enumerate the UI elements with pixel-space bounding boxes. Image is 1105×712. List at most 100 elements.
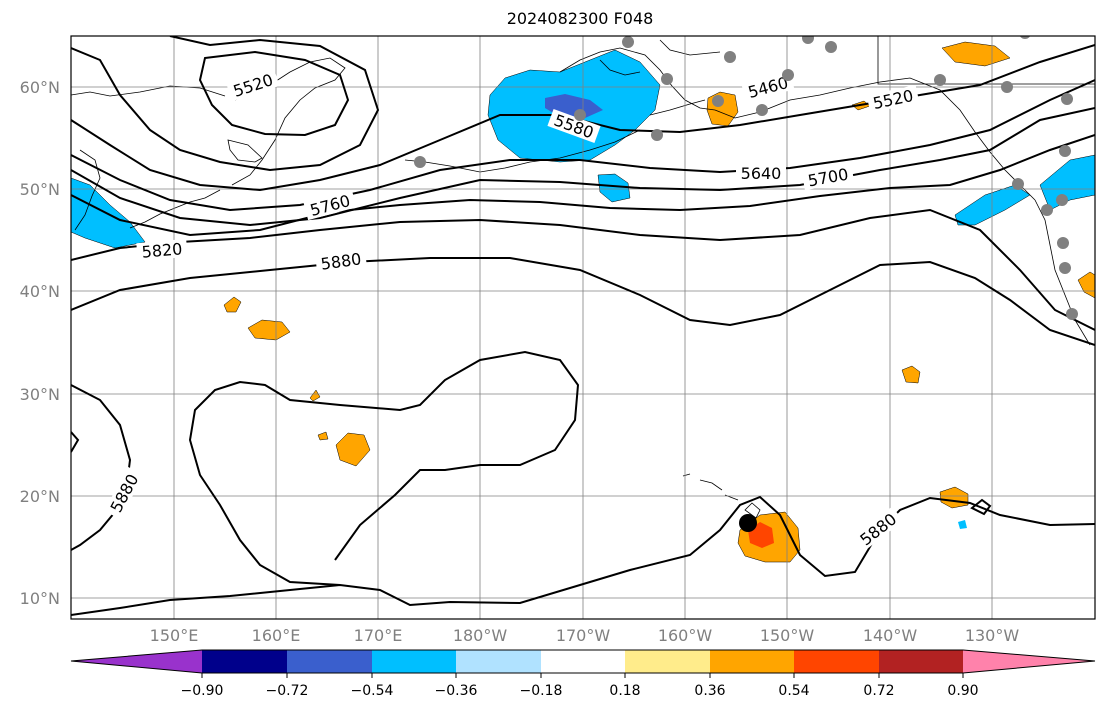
lon-label-160e: 160°E — [252, 626, 301, 645]
map-title: 2024082300 F048 — [506, 9, 654, 28]
coast-kuril — [129, 189, 221, 229]
blue-region-gulf — [954, 184, 1031, 226]
station-dot — [1019, 36, 1031, 39]
lon-label-130w: 130°W — [965, 626, 1020, 645]
lat-label-30n: 30°N — [20, 385, 60, 404]
colorbar-segment — [456, 650, 541, 673]
coast-alaska-west — [559, 47, 716, 111]
station-dot — [1001, 81, 1013, 93]
map-frame — [70, 35, 1096, 620]
coast-siberia — [71, 85, 226, 97]
orange-region-f — [901, 365, 921, 384]
contour-5700 — [71, 107, 1095, 227]
colorbar-tick-label: 0.90 — [947, 683, 978, 699]
station-dot — [1056, 194, 1068, 206]
stations — [414, 36, 1078, 320]
colorbar-segment — [287, 650, 372, 673]
station-dot — [1066, 308, 1078, 320]
coast-peninsula — [649, 99, 706, 116]
coast-japan — [74, 149, 101, 231]
colorbar-segment — [372, 650, 456, 673]
coast-aleutians — [404, 129, 641, 173]
station-dot — [651, 129, 663, 141]
orange-region-b — [941, 41, 1011, 67]
orange-region-d — [335, 432, 371, 467]
orange-region-k — [317, 431, 329, 441]
lon-label-180w: 180°W — [453, 626, 508, 645]
station-dot — [934, 74, 946, 86]
station-dot — [414, 156, 426, 168]
lat-label-60n: 60°N — [20, 78, 60, 97]
station-dot — [661, 73, 673, 85]
station-dot — [712, 95, 724, 107]
contour-5820 — [71, 208, 1095, 331]
station-dot — [782, 69, 794, 81]
lon-label-150e: 150°E — [150, 626, 199, 645]
colorbar-min-arrow — [71, 650, 202, 673]
coast-okhotsk — [227, 139, 263, 163]
colorbar-segment — [710, 650, 794, 673]
lat-label-40n: 40°N — [20, 282, 60, 301]
blue-region-aleutian — [597, 173, 631, 203]
storm-center-marker — [739, 514, 757, 532]
station-dot — [724, 51, 736, 63]
coastlines — [71, 36, 1095, 519]
colorbar-tick-label: 0.72 — [863, 683, 894, 699]
coast-alaska-inland — [599, 39, 721, 76]
colorbar-tick-label: −0.72 — [266, 683, 309, 699]
coast-bc-border — [877, 36, 1095, 85]
colorbar-tick-label: 0.18 — [609, 683, 640, 699]
colorbar-tick-label: −0.18 — [520, 683, 563, 699]
latitude-labels: 60°N 50°N 40°N 30°N 20°N 10°N — [20, 78, 60, 608]
contour-5520-low — [198, 50, 350, 137]
contour-small-loop — [970, 498, 992, 516]
blue-region-small — [958, 520, 967, 529]
coast-alaska-south — [714, 77, 1036, 201]
colorbar-tick-label: −0.90 — [181, 683, 224, 699]
height-contours — [71, 36, 1095, 616]
station-dot — [1059, 262, 1071, 274]
station-dot — [756, 104, 768, 116]
colorbar-segment — [202, 650, 287, 673]
colorbar-segment — [879, 650, 963, 673]
station-dot — [1059, 145, 1071, 157]
station-dot — [1057, 237, 1069, 249]
colorbar-max-arrow — [963, 650, 1095, 673]
lon-label-170w: 170°W — [556, 626, 611, 645]
colorbar: −0.90 −0.72 −0.54 −0.36 −0.18 0.18 0.36 … — [70, 649, 1096, 699]
contour-5880-south — [71, 495, 1095, 616]
station-dot — [622, 36, 634, 48]
orange-region-j — [309, 389, 321, 402]
lon-label-150w: 150°W — [760, 626, 815, 645]
longitude-labels: 150°E 160°E 170°E 180°W 170°W 160°W 150°… — [150, 626, 1020, 645]
contour-west-small — [71, 431, 80, 453]
lat-label-10n: 10°N — [20, 589, 60, 608]
contour-label-5820: 5820 — [141, 239, 183, 261]
colorbar-tick-label: −0.36 — [435, 683, 478, 699]
orange-region-g — [223, 296, 242, 313]
lon-label-140w: 140°W — [863, 626, 918, 645]
orange-region-h — [1077, 271, 1095, 299]
station-dot — [1012, 178, 1024, 190]
lon-label-160w: 160°W — [658, 626, 713, 645]
colorbar-tick-label: −0.54 — [351, 683, 394, 699]
colorbar-segment — [541, 650, 625, 673]
lat-label-50n: 50°N — [20, 180, 60, 199]
colorbar-tick-label: 0.54 — [778, 683, 809, 699]
colorbar-tick-label: 0.36 — [694, 683, 725, 699]
contour-5760 — [71, 134, 1095, 237]
contour-label-5640: 5640 — [741, 164, 782, 183]
station-dot — [825, 41, 837, 53]
station-dot — [1061, 93, 1073, 105]
lat-label-20n: 20°N — [20, 487, 60, 506]
colorbar-segment — [794, 650, 879, 673]
contour-5880-north — [71, 257, 1095, 346]
station-dot — [574, 109, 586, 121]
contour-5880-mid — [188, 350, 580, 586]
station-dot — [1041, 204, 1053, 216]
colorbar-segment — [625, 650, 710, 673]
lon-label-170e: 170°E — [354, 626, 403, 645]
station-dot — [802, 36, 814, 44]
orange-region-c — [247, 319, 291, 341]
